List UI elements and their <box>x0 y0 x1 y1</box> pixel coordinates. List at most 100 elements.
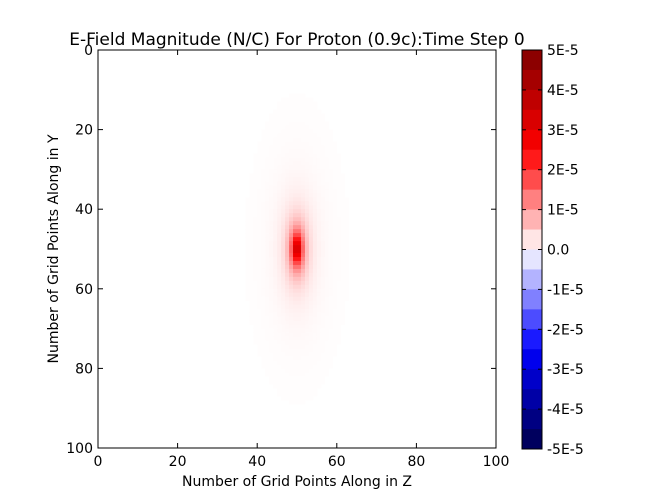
heatmap-cell <box>316 320 322 325</box>
heatmap-cell <box>265 233 270 238</box>
heatmap-cell <box>293 145 298 150</box>
heatmap-cell <box>332 205 338 210</box>
heatmap-cell <box>289 356 294 361</box>
heatmap-cell <box>320 292 326 298</box>
heatmap-cell <box>336 153 342 158</box>
heatmap-cell <box>253 304 258 309</box>
heatmap-cell <box>281 153 286 158</box>
heatmap-cell <box>281 221 286 226</box>
heatmap-cell <box>320 145 326 150</box>
heatmap-cell <box>273 324 278 329</box>
heatmap-cell <box>285 185 290 190</box>
heatmap-cell <box>261 296 266 302</box>
heatmap-cell <box>308 209 314 214</box>
colorbar-band <box>522 389 542 410</box>
heatmap-cell <box>257 213 262 218</box>
heatmap-cell <box>304 197 310 202</box>
heatmap-cell <box>332 177 338 182</box>
heatmap-cell <box>312 209 318 214</box>
heatmap-cell <box>281 241 286 246</box>
heatmap-cell <box>324 121 330 126</box>
heatmap-cell <box>308 260 314 266</box>
heatmap-cell <box>320 189 326 194</box>
heatmap-cell <box>324 272 330 278</box>
heatmap-cell <box>308 272 314 278</box>
heatmap-cell <box>261 328 266 333</box>
heatmap-cell <box>257 193 262 198</box>
heatmap-cell <box>316 217 322 222</box>
heatmap-cell <box>273 304 278 309</box>
heatmap-cell <box>332 328 338 333</box>
heatmap-cell <box>324 348 330 353</box>
heatmap-cell <box>277 340 282 345</box>
heatmap-cell <box>340 264 346 270</box>
heatmap-cell <box>249 252 254 258</box>
heatmap-cell <box>277 141 282 146</box>
heatmap-cell <box>297 101 302 107</box>
heatmap-cell <box>336 193 342 198</box>
heatmap-cell <box>336 264 342 270</box>
heatmap-cell <box>293 292 298 298</box>
heatmap-cell <box>316 304 322 309</box>
heatmap-cell <box>332 153 338 158</box>
heatmap-cell <box>300 97 306 103</box>
heatmap-cell <box>320 217 326 222</box>
heatmap-cell <box>269 252 274 258</box>
heatmap-cell <box>281 97 286 103</box>
heatmap-cell <box>297 392 302 397</box>
heatmap-cell <box>273 161 278 166</box>
heatmap-cell <box>289 252 294 258</box>
heatmap-cell <box>285 121 290 126</box>
heatmap-cell <box>289 260 294 266</box>
heatmap-cell <box>277 280 282 286</box>
heatmap-cell <box>312 141 318 146</box>
heatmap-cell <box>328 145 334 150</box>
heatmap-cell <box>265 161 270 166</box>
heatmap-cell <box>328 197 334 202</box>
heatmap-cell <box>344 292 350 298</box>
heatmap-cell <box>316 364 322 369</box>
heatmap-cell <box>293 201 298 206</box>
heatmap-cell <box>277 233 282 238</box>
heatmap-cell <box>265 308 270 313</box>
heatmap-cell <box>281 308 286 313</box>
heatmap-cell <box>300 328 306 333</box>
heatmap-cell <box>273 312 278 317</box>
heatmap-cell <box>332 173 338 178</box>
heatmap-cell <box>324 304 330 309</box>
heatmap-cell <box>269 264 274 270</box>
heatmap-cell <box>320 276 326 282</box>
heatmap-cell <box>269 376 274 381</box>
heatmap-cell <box>253 193 258 198</box>
heatmap-cell <box>281 340 286 345</box>
heatmap-cell <box>320 129 326 134</box>
heatmap-cell <box>316 121 322 126</box>
heatmap-cell <box>277 272 282 278</box>
heatmap-cell <box>269 229 274 234</box>
heatmap-cell <box>344 213 350 218</box>
heatmap-cell <box>297 141 302 146</box>
heatmap-cell <box>336 272 342 278</box>
heatmap-cell <box>332 237 338 242</box>
heatmap-cell <box>312 189 318 194</box>
heatmap-cell <box>344 241 350 246</box>
heatmap-cell <box>289 145 294 150</box>
heatmap-cell <box>269 352 274 357</box>
heatmap-cell <box>269 372 274 377</box>
heatmap-cell <box>340 292 346 298</box>
y-tick-label: 80 <box>75 361 93 377</box>
heatmap-cell <box>289 205 294 210</box>
heatmap-cell <box>277 268 282 274</box>
heatmap-cell <box>324 221 330 226</box>
heatmap-cell <box>289 185 294 190</box>
heatmap-cell <box>261 201 266 206</box>
heatmap-cell <box>308 181 314 186</box>
heatmap-cell <box>312 153 318 158</box>
heatmap-cell <box>312 185 318 190</box>
heatmap-cell <box>336 312 342 317</box>
heatmap-cell <box>249 245 254 250</box>
heatmap-cell <box>277 121 282 126</box>
heatmap-cell <box>281 225 286 230</box>
